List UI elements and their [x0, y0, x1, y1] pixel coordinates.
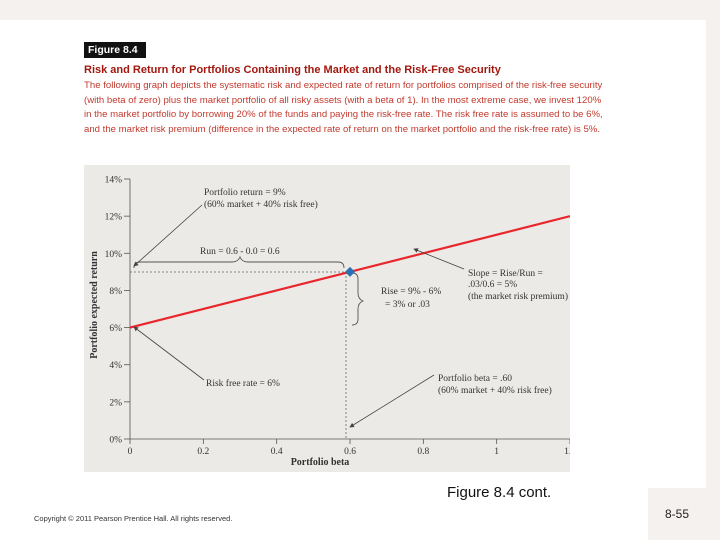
- y-tick-label: 2%: [109, 398, 122, 408]
- axis-ticks-group: [124, 178, 570, 444]
- annotation-rise-line2: = 3% or .03: [385, 300, 430, 310]
- portfolio-point-marker: [345, 266, 355, 277]
- figure-title: Risk and Return for Portfolios Containin…: [84, 64, 501, 76]
- x-tick-label: 0.8: [417, 447, 429, 457]
- arrow-slope: [413, 248, 465, 270]
- x-tick-labels-group: 0 0.2 0.4 0.6 0.8 1 1.2: [128, 447, 570, 457]
- x-tick-label: 0: [128, 447, 133, 457]
- y-tick-label: 10%: [105, 250, 123, 260]
- run-brace: [133, 255, 345, 269]
- annotation-portfolio-return-line1: Portfolio return = 9%: [204, 187, 286, 198]
- y-tick-label: 12%: [105, 213, 123, 223]
- annotation-portfolio-return-line2: (60% market + 40% risk free): [204, 199, 318, 210]
- x-axis-label: Portfolio beta: [291, 457, 350, 468]
- annotation-portfolio-beta-line2: (60% market + 40% risk free): [438, 385, 552, 396]
- y-tick-label: 0%: [109, 436, 122, 446]
- annotation-slope-line1: Slope = Rise/Run =: [468, 269, 543, 279]
- y-tick-label: 6%: [109, 324, 122, 334]
- y-tick-label: 4%: [109, 361, 122, 371]
- arrow-portfolio-return: [133, 204, 203, 267]
- y-tick-labels-group: 0% 2% 4% 6% 8% 10% 12% 14%: [105, 176, 123, 446]
- copyright-notice: Copyright © 2011 Pearson Prentice Hall. …: [34, 514, 233, 523]
- arrow-risk-free: [133, 326, 205, 381]
- y-axis-label: Portfolio expected return: [89, 251, 100, 359]
- annotation-risk-free: Risk free rate = 6%: [206, 378, 280, 389]
- annotation-rise-line1: Rise = 9% - 6%: [381, 287, 441, 297]
- figure-badge: Figure 8.4: [84, 42, 146, 58]
- figure-description: The following graph depicts the systemat…: [84, 80, 603, 135]
- annotation-portfolio-beta-line1: Portfolio beta = .60: [438, 373, 512, 384]
- y-tick-label: 14%: [105, 176, 123, 186]
- annotation-run: Run = 0.6 - 0.0 = 0.6: [200, 247, 280, 257]
- x-tick-label: 0.4: [271, 447, 283, 457]
- x-tick-label: 0.2: [197, 447, 209, 457]
- annotation-slope-line2: .03/0.6 = 5%: [468, 280, 517, 290]
- annotation-slope-line3: (the market risk premium): [468, 291, 568, 302]
- y-tick-label: 8%: [109, 287, 122, 297]
- arrow-portfolio-beta: [349, 374, 435, 428]
- risk-return-chart: 0% 2% 4% 6% 8% 10% 12% 14% 0 0.2 0.4 0.6 0.8 1 1.2 Po…: [89, 176, 570, 468]
- x-tick-label: 1.2: [564, 447, 570, 457]
- figure-caption: Figure 8.4 cont.: [447, 484, 552, 501]
- page-number: 8-55: [648, 488, 706, 540]
- x-tick-label: 1: [494, 447, 499, 457]
- rise-brace: [351, 272, 365, 326]
- x-tick-label: 0.6: [344, 447, 356, 457]
- chart-panel: 0% 2% 4% 6% 8% 10% 12% 14% 0 0.2 0.4 0.6 0.8 1 1.2 Po…: [84, 165, 570, 472]
